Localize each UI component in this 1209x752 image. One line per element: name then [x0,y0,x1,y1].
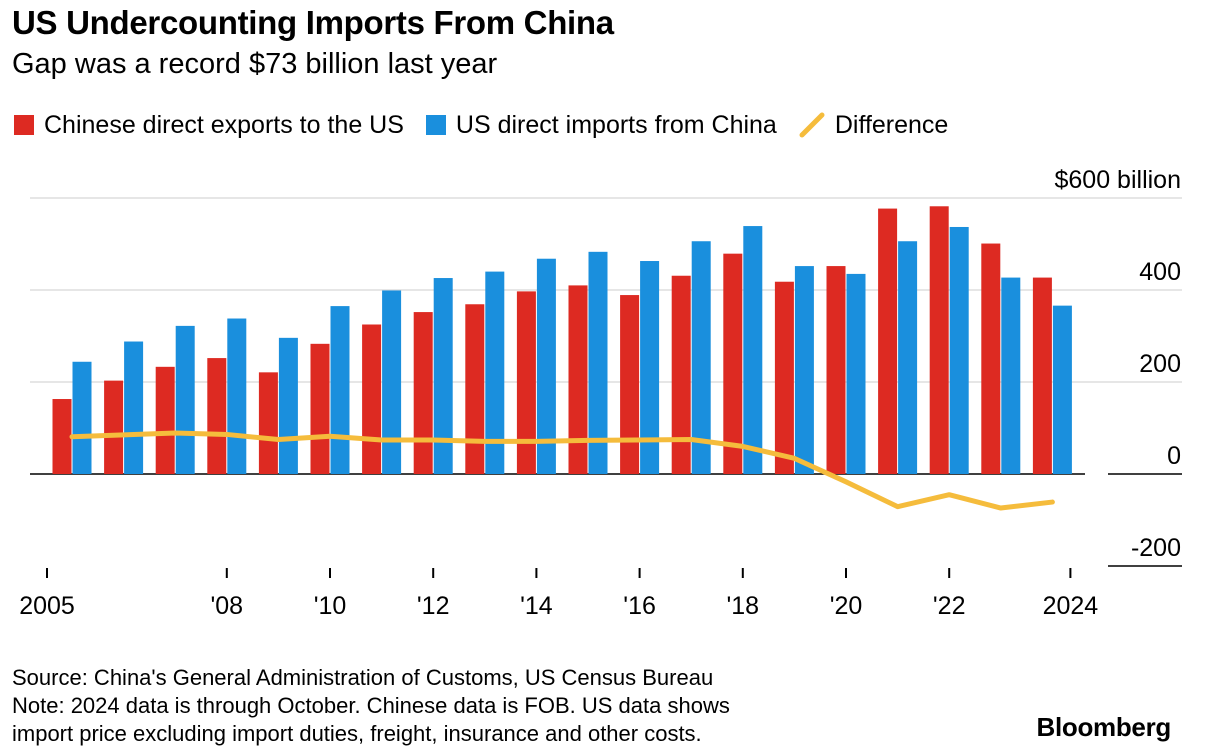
bar-exports-2013 [465,304,485,474]
legend-label-imports: US direct imports from China [455,110,777,139]
bar-imports-2008 [227,318,247,474]
bar-exports-2021 [878,208,898,474]
legend-label-exports: Chinese direct exports to the US [44,110,404,139]
bar-exports-2024 [1032,277,1052,474]
chart-plot: $600 billion 400 200 0 -200 2005 '08 '10 '12 '14 '… [19,166,1182,620]
x-tick-label-2020: '20 [830,592,863,620]
bar-imports-2021 [898,241,918,474]
bar-imports-2006 [124,341,144,474]
bar-exports-2019 [774,281,794,474]
x-tick-label-2024: 2024 [1043,592,1099,620]
legend-item-exports: Chinese direct exports to the US [14,111,404,140]
bar-imports-2019 [794,266,814,474]
y-tick-label-0: $600 billion [1055,166,1182,194]
x-tick-label-2016: '16 [623,592,656,620]
legend-item-imports: US direct imports from China [425,110,777,140]
legend-label-difference: Difference [834,110,949,139]
bar-imports-2010 [330,306,350,474]
bar-imports-2009 [278,337,298,474]
chart-subtitle: Gap was a record $73 billion last year [12,48,498,80]
bar-imports-2011 [382,290,402,474]
chart-title: US Undercounting Imports From China [12,4,614,41]
bar-exports-2015 [568,285,588,474]
x-tick-label-2022: '22 [933,592,966,620]
y-tick-label-4: -200 [1131,534,1181,562]
legend-swatch-imports [425,115,446,135]
bar-exports-2006 [104,380,124,474]
bar-exports-2010 [310,343,330,474]
y-tick-label-3: 0 [1167,442,1181,470]
x-tick-label-2012: '12 [417,592,450,620]
bar-exports-2017 [671,275,691,474]
x-tick-label-2005: 2005 [19,592,75,620]
bar-exports-2020 [826,266,846,474]
bar-exports-2005 [52,399,72,474]
footer: Source: China's General Administration o… [12,664,730,748]
bar-imports-2016 [640,261,660,474]
bar-exports-2009 [258,372,278,474]
bar-imports-2005 [72,361,92,474]
bar-exports-2022 [929,206,949,474]
bar-imports-2024 [1052,305,1072,474]
legend-swatch-exports [14,115,34,135]
bar-exports-2011 [362,324,382,474]
x-tick-label-2008: '08 [211,592,244,620]
bloomberg-logo: Bloomberg [1036,712,1171,742]
bar-exports-2018 [723,253,743,474]
bar-imports-2014 [536,258,556,474]
bar-imports-2018 [743,226,763,474]
x-tick-label-2010: '10 [314,592,347,620]
bar-imports-2022 [949,226,969,474]
bar-exports-2023 [981,243,1001,474]
x-tick-label-2014: '14 [520,592,553,620]
data-note-line-1: Note: 2024 data is through October. Chin… [12,693,730,718]
source-note: Source: China's General Administration o… [12,665,714,690]
legend-swatch-difference [799,112,825,138]
bar-imports-2017 [691,241,711,474]
bar-imports-2020 [846,273,866,474]
bar-imports-2015 [588,251,608,474]
bar-exports-2014 [516,291,536,474]
bar-imports-2013 [485,271,505,474]
bar-exports-2008 [207,358,227,474]
bar-imports-2023 [1001,277,1021,474]
y-tick-label-1: 400 [1139,258,1181,286]
bar-exports-2012 [413,312,433,474]
bar-exports-2016 [620,295,640,474]
bar-exports-2007 [155,366,175,474]
difference-line [69,430,1055,511]
y-tick-label-2: 200 [1139,350,1181,378]
legend: Chinese direct exports to the US US dire… [14,108,970,142]
bar-imports-2012 [433,278,453,474]
x-tick-label-2018: '18 [727,592,760,620]
legend-item-difference: Difference [799,110,949,140]
bar-imports-2007 [175,325,195,474]
data-note-line-2: import price excluding import duties, fr… [12,721,702,746]
